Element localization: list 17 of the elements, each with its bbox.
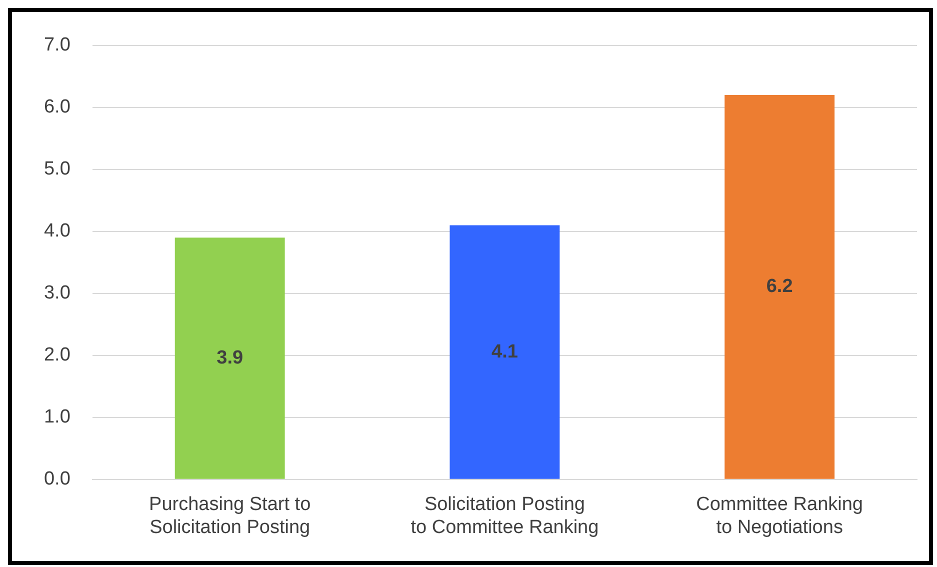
- x-tick-label: Purchasing Start to Solicitation Posting: [149, 494, 311, 538]
- y-tick-label: 3.0: [44, 282, 70, 304]
- x-tick-label: Solicitation Posting to Committee Ranking: [410, 494, 599, 538]
- x-tick-label: Committee Ranking to Negotiations: [696, 494, 863, 538]
- y-tick-label: 2.0: [44, 344, 70, 366]
- y-tick-label: 4.0: [44, 220, 70, 242]
- y-tick-label: 0.0: [44, 468, 70, 490]
- y-tick-label: 1.0: [44, 406, 70, 428]
- bar: [450, 225, 560, 479]
- y-tick-label: 7.0: [44, 34, 70, 56]
- bar: [724, 95, 835, 479]
- bar: [174, 238, 285, 479]
- data-label: 6.2: [766, 276, 793, 298]
- data-label: 3.9: [216, 347, 244, 368]
- y-tick-label: 6.0: [44, 96, 70, 118]
- data-label: 4.1: [491, 341, 518, 362]
- y-tick-label: 5.0: [44, 158, 70, 180]
